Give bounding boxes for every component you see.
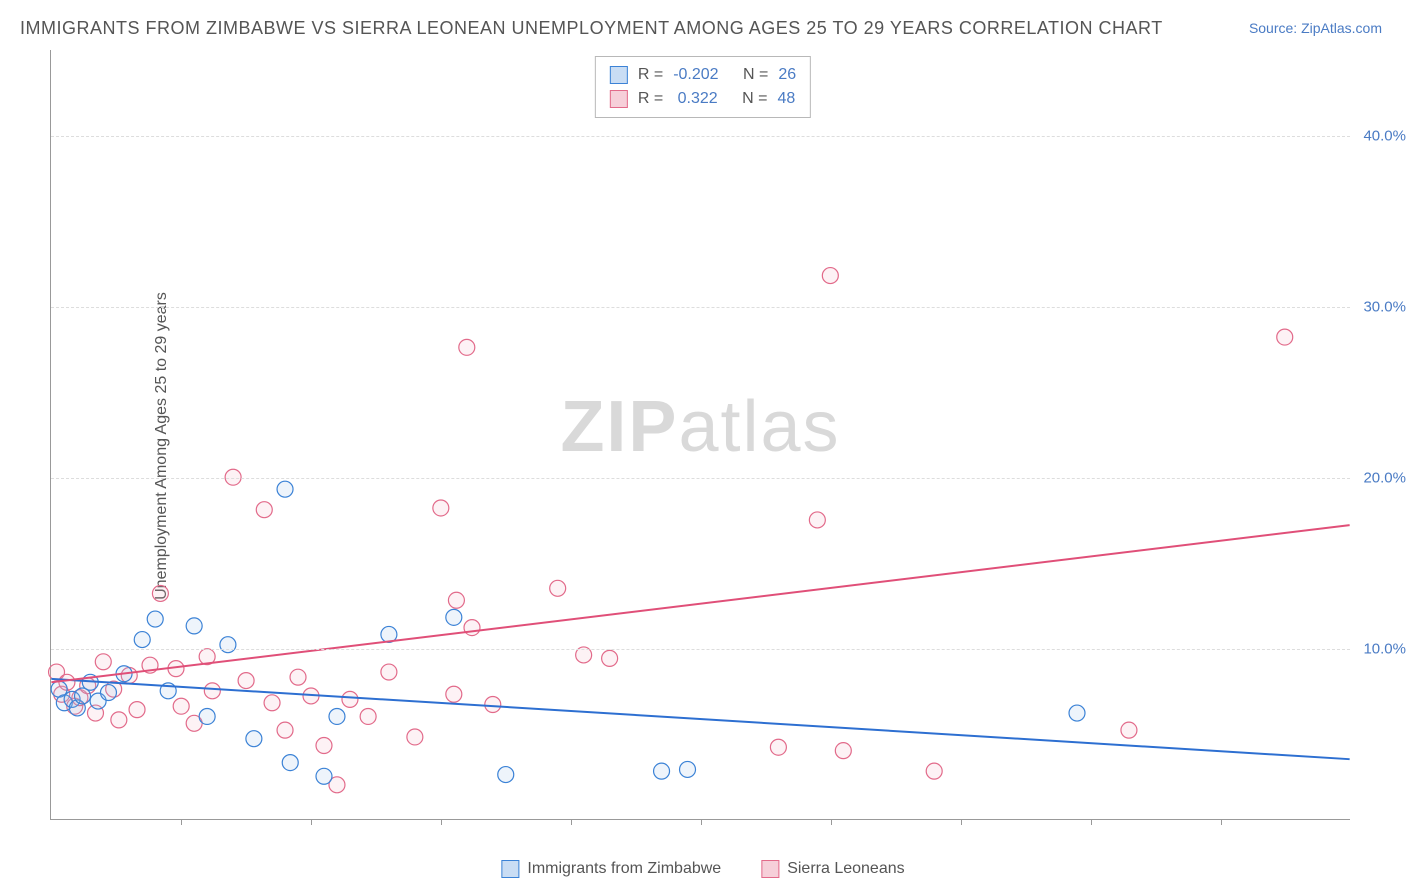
scatter-point	[407, 729, 423, 745]
scatter-point	[316, 738, 332, 754]
plot-area: ZIPatlas 10.0%20.0%30.0%40.0%	[50, 50, 1350, 820]
scatter-point	[433, 500, 449, 516]
x-tick	[441, 819, 442, 825]
scatter-point	[1121, 722, 1137, 738]
x-tick	[571, 819, 572, 825]
scatter-point	[152, 585, 168, 601]
x-tick	[831, 819, 832, 825]
scatter-point	[448, 592, 464, 608]
scatter-point	[770, 739, 786, 755]
scatter-point	[1069, 705, 1085, 721]
legend-item-zimbabwe: Immigrants from Zimbabwe	[501, 860, 721, 878]
scatter-point	[111, 712, 127, 728]
scatter-point	[485, 697, 501, 713]
legend-label-sierra: Sierra Leoneans	[787, 860, 904, 878]
scatter-point	[95, 654, 111, 670]
scatter-point	[680, 761, 696, 777]
x-tick	[1091, 819, 1092, 825]
scatter-point	[186, 618, 202, 634]
gridline	[51, 136, 1350, 137]
r-label: R =	[638, 63, 663, 87]
r-value-blue: -0.202	[673, 63, 718, 87]
x-tick	[1221, 819, 1222, 825]
scatter-point	[498, 767, 514, 783]
scatter-point	[282, 755, 298, 771]
legend-swatch-sierra	[761, 860, 779, 878]
legend-swatch-zimbabwe	[501, 860, 519, 878]
scatter-point	[277, 481, 293, 497]
scatter-point	[329, 708, 345, 724]
scatter-point	[256, 502, 272, 518]
scatter-point	[199, 708, 215, 724]
scatter-point	[238, 673, 254, 689]
gridline	[51, 478, 1350, 479]
trend-line	[51, 679, 1349, 759]
legend-row-blue: R = -0.202 N = 26	[610, 63, 796, 87]
scatter-point	[100, 685, 116, 701]
legend-correlation: R = -0.202 N = 26 R = 0.322 N = 48	[595, 56, 811, 118]
scatter-point	[134, 632, 150, 648]
scatter-point	[290, 669, 306, 685]
scatter-point	[926, 763, 942, 779]
y-tick-label: 30.0%	[1363, 298, 1406, 315]
source-link[interactable]: Source: ZipAtlas.com	[1249, 20, 1382, 36]
scatter-point	[464, 620, 480, 636]
legend-series: Immigrants from Zimbabwe Sierra Leoneans	[501, 860, 904, 878]
scatter-point	[835, 743, 851, 759]
scatter-point	[147, 611, 163, 627]
scatter-point	[342, 691, 358, 707]
scatter-point	[204, 683, 220, 699]
scatter-point	[809, 512, 825, 528]
y-tick-label: 40.0%	[1363, 127, 1406, 144]
r-label: R =	[638, 87, 663, 111]
legend-swatch-pink	[610, 90, 628, 108]
n-value-pink: 48	[777, 87, 795, 111]
chart-title: IMMIGRANTS FROM ZIMBABWE VS SIERRA LEONE…	[20, 18, 1163, 39]
gridline	[51, 307, 1350, 308]
scatter-point	[602, 650, 618, 666]
scatter-plot-svg	[51, 50, 1350, 819]
scatter-point	[277, 722, 293, 738]
legend-item-sierra: Sierra Leoneans	[761, 860, 904, 878]
y-tick-label: 10.0%	[1363, 640, 1406, 657]
r-value-pink: 0.322	[673, 87, 718, 111]
scatter-point	[381, 664, 397, 680]
x-tick	[181, 819, 182, 825]
scatter-point	[220, 637, 236, 653]
trend-line	[51, 525, 1349, 682]
x-tick	[311, 819, 312, 825]
n-label: N =	[743, 63, 768, 87]
n-value-blue: 26	[778, 63, 796, 87]
scatter-point	[822, 268, 838, 284]
scatter-point	[654, 763, 670, 779]
scatter-point	[246, 731, 262, 747]
legend-label-zimbabwe: Immigrants from Zimbabwe	[527, 860, 721, 878]
scatter-point	[446, 686, 462, 702]
scatter-point	[129, 702, 145, 718]
x-tick	[701, 819, 702, 825]
scatter-point	[1277, 329, 1293, 345]
scatter-point	[264, 695, 280, 711]
scatter-point	[550, 580, 566, 596]
scatter-point	[446, 609, 462, 625]
legend-row-pink: R = 0.322 N = 48	[610, 87, 796, 111]
scatter-point	[173, 698, 189, 714]
scatter-point	[459, 339, 475, 355]
legend-swatch-blue	[610, 66, 628, 84]
scatter-point	[360, 708, 376, 724]
gridline	[51, 649, 1350, 650]
y-tick-label: 20.0%	[1363, 469, 1406, 486]
n-label: N =	[742, 87, 767, 111]
x-tick	[961, 819, 962, 825]
scatter-point	[316, 768, 332, 784]
